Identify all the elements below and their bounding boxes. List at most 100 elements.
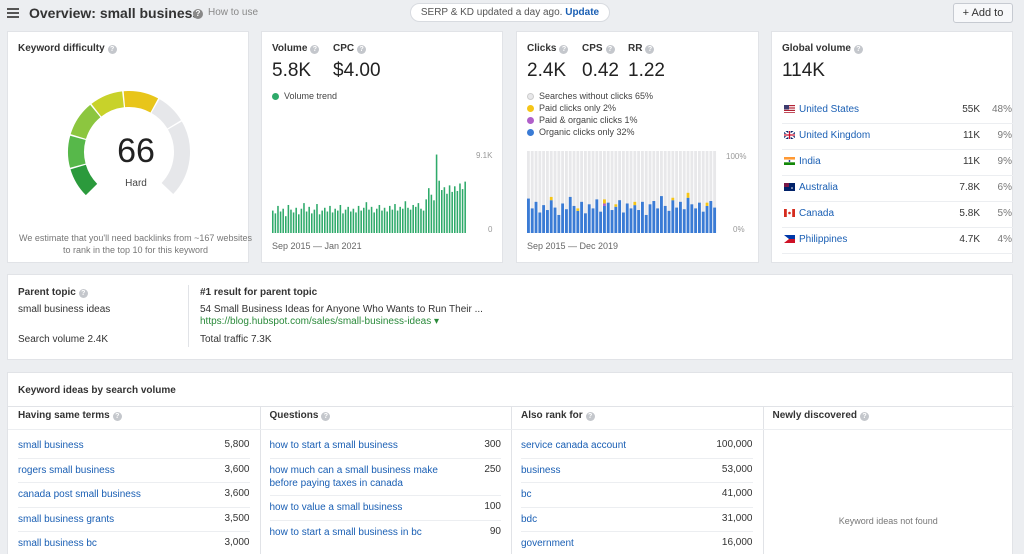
volume-bar bbox=[360, 210, 362, 233]
update-link[interactable]: Update bbox=[565, 7, 600, 18]
volume-trend-chart bbox=[272, 154, 466, 233]
help-icon[interactable]: ? bbox=[310, 45, 320, 54]
legend-label: Searches without clicks 65% bbox=[539, 91, 654, 101]
volume-bar bbox=[300, 208, 303, 233]
volume-bar bbox=[342, 213, 344, 233]
keyword-idea-row[interactable]: how to value a small business 100 bbox=[270, 501, 502, 514]
help-icon[interactable]: ? bbox=[357, 45, 367, 54]
help-icon: ? bbox=[193, 9, 203, 19]
no-click-bar bbox=[557, 151, 561, 233]
keyword-idea-term[interactable]: how to start a small business bbox=[269, 440, 398, 451]
keyword-idea-row[interactable]: how to start a small business in bc 90 bbox=[270, 526, 502, 539]
keyword-idea-term[interactable]: how much can a small business make befor… bbox=[269, 464, 438, 489]
ideas-column-header[interactable]: Newly discovered? bbox=[773, 410, 869, 421]
keyword-idea-row[interactable]: bdc 31,000 bbox=[521, 513, 753, 526]
country-name[interactable]: Canada bbox=[799, 208, 835, 219]
keyword-idea-term[interactable]: government bbox=[521, 538, 574, 550]
country-name[interactable]: Australia bbox=[799, 182, 838, 193]
clicks-date-range: Sep 2015 — Dec 2019 bbox=[527, 241, 619, 251]
serp-update-notice: SERP & KD updated a day ago. Update bbox=[410, 3, 610, 22]
country-row[interactable]: Canada 5.8K 5% bbox=[782, 202, 1014, 228]
keyword-idea-term[interactable]: bdc bbox=[521, 513, 538, 525]
volume-bar bbox=[313, 209, 316, 233]
keyword-idea-term[interactable]: business bbox=[521, 464, 561, 476]
no-click-bar bbox=[549, 151, 553, 233]
keyword-idea-row[interactable]: service canada account 100,000 bbox=[521, 439, 753, 452]
country-row[interactable]: United States 55K 48% bbox=[782, 98, 1014, 124]
country-row[interactable]: Australia 7.8K 6% bbox=[782, 176, 1014, 202]
keyword-idea-row[interactable]: how to start a small business 300 bbox=[270, 439, 502, 452]
country-row[interactable]: United Kingdom 11K 9% bbox=[782, 124, 1014, 150]
country-name[interactable]: Philippines bbox=[799, 234, 848, 245]
keyword-idea-row[interactable]: business 53,000 bbox=[521, 464, 753, 477]
help-icon[interactable]: ? bbox=[859, 412, 869, 421]
keyword-idea-row[interactable]: small business grants 3,500 bbox=[18, 513, 250, 526]
help-icon[interactable]: ? bbox=[645, 45, 655, 54]
keyword-ideas-card: Keyword ideas by search volume Having sa… bbox=[7, 372, 1014, 554]
organic-bar bbox=[561, 203, 565, 233]
organic-bar bbox=[667, 210, 671, 233]
help-icon[interactable]: ? bbox=[585, 412, 595, 421]
volume-bar bbox=[373, 212, 375, 233]
flag-icon bbox=[784, 105, 795, 113]
volume-bar bbox=[407, 207, 409, 233]
ideas-column-header[interactable]: Having same terms? bbox=[18, 410, 122, 421]
keyword-idea-row[interactable]: bc 41,000 bbox=[521, 488, 753, 501]
keyword-idea-volume: 3,000 bbox=[224, 537, 250, 549]
volume-bar bbox=[394, 204, 396, 233]
organic-bar bbox=[709, 201, 713, 233]
country-name[interactable]: United States bbox=[799, 104, 860, 115]
keyword-idea-row[interactable]: small business bc 3,000 bbox=[18, 537, 250, 550]
organic-bar bbox=[705, 205, 709, 233]
keyword-idea-volume: 100 bbox=[484, 501, 501, 513]
help-icon[interactable]: ? bbox=[605, 45, 615, 54]
ideas-column-header[interactable]: Questions? bbox=[270, 410, 331, 421]
volume-bar bbox=[451, 191, 453, 233]
country-volume: 5.8K bbox=[959, 208, 980, 219]
keyword-idea-term[interactable]: small business grants bbox=[18, 513, 115, 525]
keyword-idea-term[interactable]: bc bbox=[521, 489, 532, 501]
help-icon[interactable]: ? bbox=[112, 412, 122, 421]
parent-topic-link[interactable]: small business ideas bbox=[18, 304, 111, 315]
keyword-idea-row[interactable]: canada post small business 3,600 bbox=[18, 488, 250, 501]
volume-bar bbox=[391, 209, 394, 233]
keyword-idea-row[interactable]: how much can a small business make befor… bbox=[270, 464, 502, 490]
keyword-idea-row[interactable]: government 16,000 bbox=[521, 537, 753, 550]
volume-trend-legend: Volume trend bbox=[272, 91, 337, 101]
top-result-url[interactable]: https://blog.hubspot.com/sales/small-bus… bbox=[200, 316, 440, 327]
country-name[interactable]: United Kingdom bbox=[799, 130, 871, 141]
keyword-idea-term[interactable]: how to value a small business bbox=[269, 502, 403, 514]
volume-bar bbox=[290, 209, 292, 233]
volume-card: Volume? CPC? 5.8K $4.00 Volume trend 9.1… bbox=[261, 31, 503, 263]
country-name[interactable]: India bbox=[799, 156, 821, 167]
ideas-column-header[interactable]: Also rank for? bbox=[521, 410, 595, 421]
organic-bar bbox=[572, 205, 576, 233]
top-result-link[interactable]: 54 Small Business Ideas for Anyone Who W… bbox=[200, 304, 483, 315]
keyword-idea-term[interactable]: how to start a small business in bc bbox=[269, 526, 422, 538]
help-icon[interactable]: ? bbox=[321, 412, 331, 421]
country-row[interactable]: Philippines 4.7K 4% bbox=[782, 228, 1014, 254]
keyword-idea-row[interactable]: small business 5,800 bbox=[18, 439, 250, 452]
organic-bar bbox=[679, 201, 682, 233]
country-row[interactable]: India 11K 9% bbox=[782, 150, 1014, 176]
row-divider bbox=[269, 457, 501, 459]
kd-gauge bbox=[68, 91, 190, 196]
organic-bar bbox=[576, 210, 580, 233]
add-to-button[interactable]: + Add to bbox=[953, 3, 1013, 23]
help-icon[interactable]: ? bbox=[107, 45, 117, 54]
help-icon[interactable]: ? bbox=[853, 45, 863, 54]
keyword-idea-term[interactable]: small business bbox=[18, 440, 84, 451]
how-to-use-link[interactable]: ? How to use bbox=[193, 7, 258, 19]
keyword-idea-term[interactable]: canada post small business bbox=[18, 489, 141, 501]
keyword-idea-row[interactable]: rogers small business 3,600 bbox=[18, 464, 250, 477]
organic-bar bbox=[694, 208, 698, 233]
help-icon[interactable]: ? bbox=[78, 289, 88, 298]
keyword-idea-term[interactable]: small business bc bbox=[18, 538, 97, 550]
keyword-idea-term[interactable]: service canada account bbox=[521, 440, 627, 451]
help-icon[interactable]: ? bbox=[559, 45, 569, 54]
menu-icon[interactable] bbox=[7, 8, 19, 18]
keyword-idea-term[interactable]: rogers small business bbox=[18, 464, 115, 476]
no-click-bar bbox=[568, 151, 572, 233]
paid-bar bbox=[603, 199, 606, 204]
volume-trend-dot bbox=[272, 93, 279, 100]
